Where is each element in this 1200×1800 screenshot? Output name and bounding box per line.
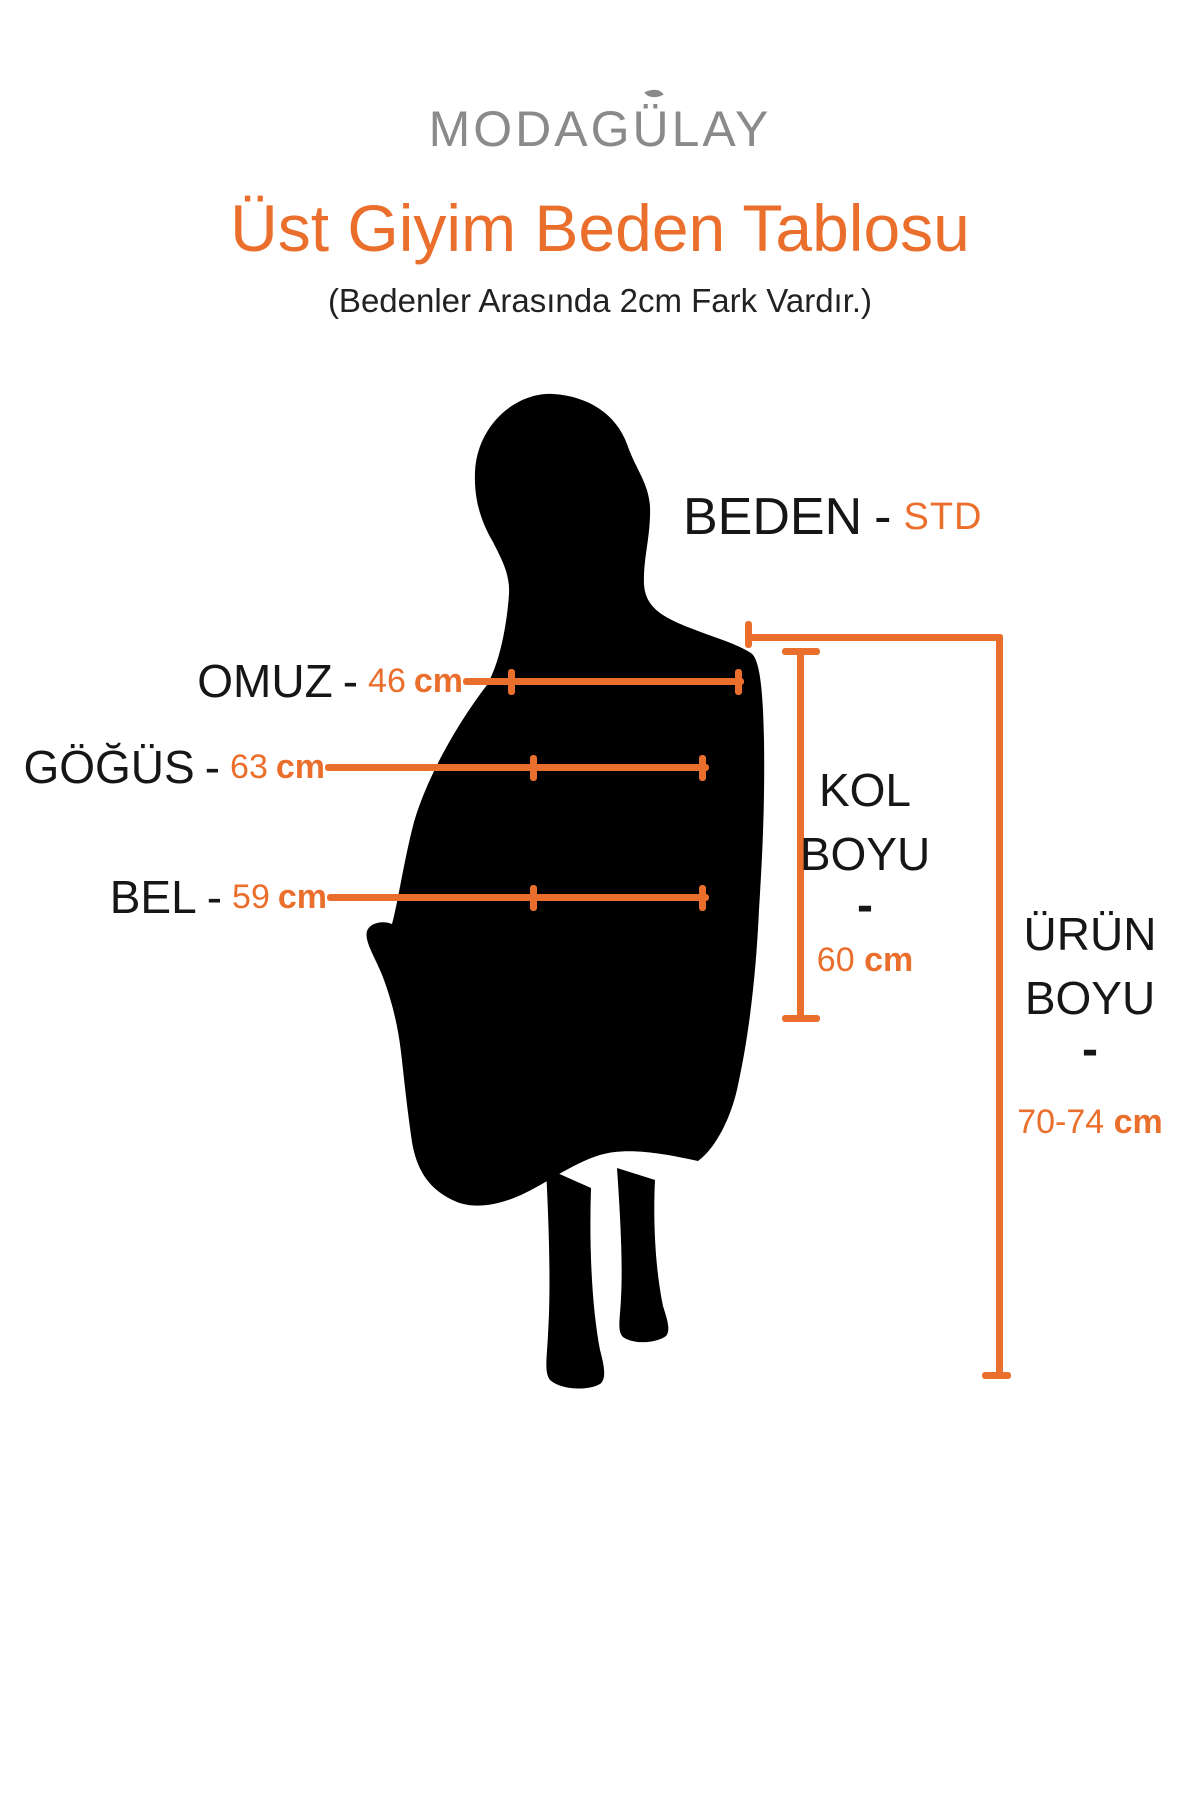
urun-boyu-unit: cm — [1113, 1102, 1163, 1141]
kol-boyu-label-line1: KOL — [818, 764, 912, 816]
kol-boyu-separator: - — [857, 878, 873, 932]
size-label-row: BEDEN - STD — [683, 488, 983, 546]
bel-separator: - — [206, 871, 223, 923]
gogus-unit: cm — [275, 747, 325, 786]
gogus-measure-line — [325, 755, 709, 781]
page-title: Üst Giyim Beden Tablosu — [230, 191, 970, 265]
kol-boyu-cap-bottom — [782, 1015, 820, 1022]
urun-boyu-separator: - — [1082, 1022, 1098, 1076]
bel-value: 59 — [232, 877, 270, 916]
beden-value: STD — [903, 495, 983, 538]
bel-label-row: BEL - 59 cm — [0, 871, 327, 923]
omuz-tick-left — [508, 669, 515, 695]
bel-tick-left — [530, 885, 537, 911]
page-subtitle: (Bedenler Arasında 2cm Fark Vardır.) — [327, 282, 873, 319]
beden-label: BEDEN — [683, 488, 863, 546]
kol-boyu-measure-line — [782, 648, 820, 1022]
gogus-tick-left — [530, 755, 537, 781]
kol-boyu-value-row: 60 cm — [817, 941, 913, 980]
gogus-label-row: GÖĞÜS - 63 cm — [0, 741, 325, 793]
person-silhouette — [366, 393, 765, 1389]
urun-boyu-measure-line — [982, 634, 1011, 1379]
omuz-unit: cm — [413, 661, 463, 700]
urun-boyu-label-block: ÜRÜN BOYU - 70-74 cm — [985, 902, 1195, 1142]
omuz-label-row: OMUZ - 46 cm — [0, 655, 463, 707]
gogus-label: GÖĞÜS — [23, 741, 195, 793]
kol-boyu-label-block: KOL BOYU - 60 cm — [780, 758, 950, 980]
beden-separator: - — [874, 488, 892, 546]
urun-boyu-value: 70-74 — [1017, 1102, 1105, 1141]
kol-boyu-label-line2: BOYU — [799, 828, 931, 881]
urun-boyu-value-row: 70-74 cm — [1017, 1103, 1163, 1142]
omuz-tick-right — [735, 669, 742, 695]
brand-logo: MODAGÜLAY — [428, 101, 772, 157]
omuz-measure-line — [463, 669, 744, 695]
bel-label: BEL — [109, 871, 197, 923]
urun-boyu-bracket-top — [745, 634, 1003, 641]
gogus-value: 63 — [230, 747, 268, 786]
omuz-value: 46 — [368, 661, 406, 700]
kol-boyu-unit: cm — [864, 940, 914, 979]
omuz-separator: - — [342, 655, 359, 707]
urun-boyu-cap-bottom — [982, 1372, 1011, 1379]
gogus-tick-right — [699, 755, 706, 781]
gogus-separator: - — [204, 741, 221, 793]
omuz-label: OMUZ — [197, 655, 333, 707]
urun-boyu-label-line2: BOYU — [1024, 972, 1156, 1025]
bel-unit: cm — [277, 877, 327, 916]
bel-measure-line — [327, 885, 709, 911]
kol-boyu-value: 60 — [816, 940, 855, 979]
urun-boyu-label-line1: ÜRÜN — [1023, 908, 1157, 960]
bel-tick-right — [699, 885, 706, 911]
kol-boyu-cap-top — [782, 648, 820, 655]
